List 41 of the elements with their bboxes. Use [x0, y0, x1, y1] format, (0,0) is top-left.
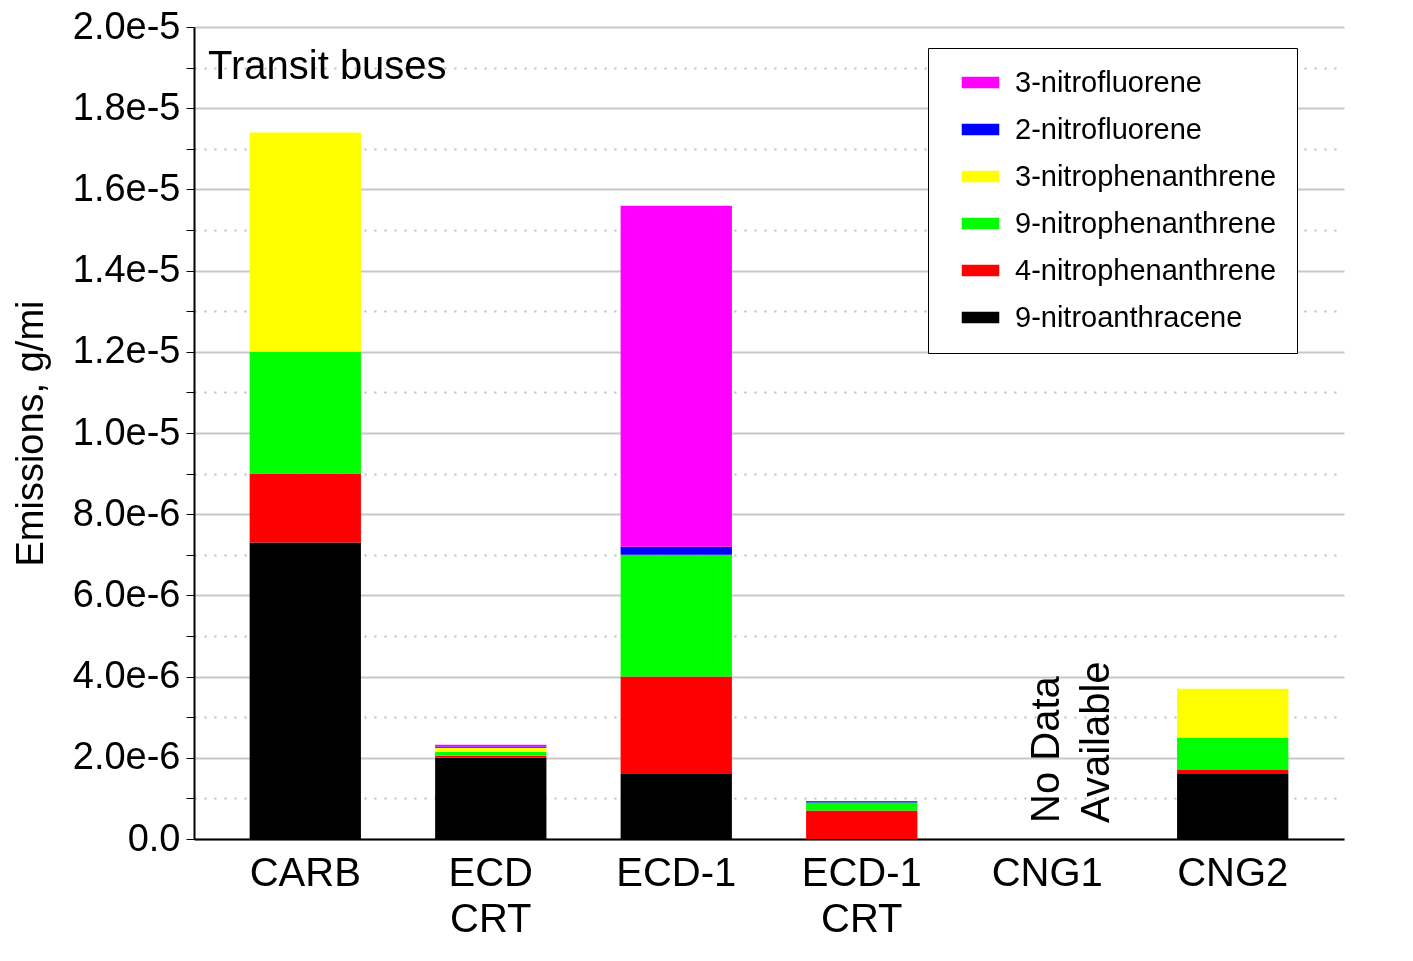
y-axis-title: Emissions, g/mi — [8, 300, 51, 567]
y-tick-label: 1.2e-5 — [72, 329, 181, 372]
x-tick-label: CNG1 — [991, 849, 1103, 894]
y-tick-label: 1.0e-5 — [72, 410, 181, 453]
y-tick-label: 2.0e-5 — [72, 4, 181, 47]
bar — [1177, 769, 1289, 775]
legend-label: 3-nitrophenanthrene — [1015, 159, 1277, 192]
legend-label: 4-nitrophenanthrene — [1015, 253, 1277, 286]
legend-label: 9-nitroanthracene — [1015, 300, 1243, 333]
bar — [435, 751, 547, 756]
y-tick-label: 8.0e-6 — [72, 491, 181, 534]
y-tick-label: 1.6e-5 — [72, 166, 181, 209]
x-tick-label: CARB — [249, 849, 361, 894]
y-tick-label: 6.0e-6 — [72, 572, 181, 615]
bar — [620, 554, 732, 677]
bar — [1177, 737, 1289, 770]
annotation: No Data Available — [1023, 661, 1118, 823]
y-tick-label: 1.4e-5 — [72, 248, 181, 291]
bar — [620, 676, 732, 775]
bar — [1177, 688, 1289, 738]
y-tick-label: 1.8e-5 — [72, 85, 181, 128]
y-tick-label: 4.0e-6 — [72, 654, 181, 697]
bar — [620, 205, 732, 547]
legend-label: 9-nitrophenanthrene — [1015, 206, 1277, 239]
bar — [249, 351, 361, 474]
x-tick-label: CNG2 — [1177, 849, 1289, 894]
y-tick-label: 2.0e-6 — [72, 735, 181, 778]
bar — [435, 747, 547, 752]
bar — [806, 810, 918, 839]
y-tick-label: 0.0 — [127, 816, 181, 859]
annotation: Transit buses — [208, 43, 447, 87]
legend-label: 3-nitrofluorene — [1015, 65, 1202, 98]
x-tick-label: ECD-1 — [616, 849, 737, 894]
bar — [620, 546, 732, 555]
x-tick-label: ECD-1 CRT — [801, 849, 922, 940]
bar — [249, 473, 361, 543]
legend-label: 2-nitrofluorene — [1015, 112, 1202, 145]
bar — [806, 802, 918, 811]
x-tick-label: ECD CRT — [448, 849, 533, 940]
bar — [249, 132, 361, 352]
bar — [435, 755, 547, 758]
